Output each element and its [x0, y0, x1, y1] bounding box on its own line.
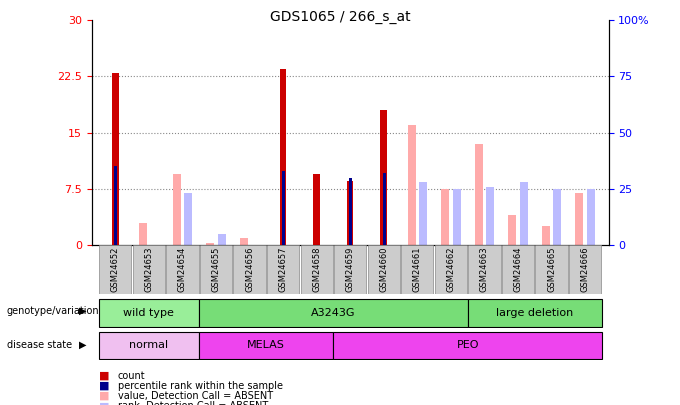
Bar: [267, 245, 299, 294]
Text: GSM24657: GSM24657: [279, 247, 288, 292]
Bar: [334, 245, 367, 294]
Text: GSM24661: GSM24661: [413, 247, 422, 292]
Bar: [569, 245, 601, 294]
Text: rank, Detection Call = ABSENT: rank, Detection Call = ABSENT: [118, 401, 268, 405]
Text: GSM24659: GSM24659: [345, 247, 355, 292]
Bar: [408, 125, 415, 245]
Bar: [313, 174, 320, 245]
Bar: [301, 245, 333, 294]
Text: ■: ■: [99, 371, 109, 381]
Bar: [99, 299, 199, 326]
Text: wild type: wild type: [123, 308, 174, 318]
Text: GSM24665: GSM24665: [547, 247, 556, 292]
Text: disease state: disease state: [7, 340, 72, 350]
Bar: [240, 237, 248, 245]
Text: count: count: [118, 371, 146, 381]
Bar: [575, 193, 583, 245]
Bar: [419, 182, 427, 245]
Bar: [435, 245, 467, 294]
Text: GSM24655: GSM24655: [211, 247, 220, 292]
Text: GSM24664: GSM24664: [513, 247, 522, 292]
Bar: [475, 144, 483, 245]
Text: PEO: PEO: [456, 340, 479, 350]
Bar: [347, 181, 354, 245]
Bar: [554, 189, 561, 245]
Text: GSM24656: GSM24656: [245, 247, 254, 292]
Text: MELAS: MELAS: [248, 340, 285, 350]
Text: A3243G: A3243G: [311, 308, 356, 318]
Bar: [535, 245, 568, 294]
Bar: [401, 245, 433, 294]
Bar: [368, 245, 400, 294]
Text: GSM24660: GSM24660: [379, 247, 388, 292]
Bar: [167, 245, 199, 294]
Bar: [452, 189, 460, 245]
Text: GSM24652: GSM24652: [111, 247, 120, 292]
Bar: [279, 69, 286, 245]
Bar: [486, 187, 494, 245]
Text: GSM24666: GSM24666: [581, 247, 590, 292]
Bar: [99, 245, 131, 294]
Bar: [381, 110, 387, 245]
Bar: [206, 243, 214, 245]
Text: normal: normal: [129, 340, 169, 350]
Text: genotype/variation: genotype/variation: [7, 306, 99, 316]
Bar: [542, 226, 550, 245]
Bar: [99, 332, 199, 359]
Text: GSM24654: GSM24654: [178, 247, 187, 292]
Bar: [114, 166, 118, 245]
Text: ■: ■: [99, 401, 109, 405]
Bar: [199, 332, 333, 359]
Bar: [218, 234, 226, 245]
Text: GSM24658: GSM24658: [312, 247, 321, 292]
Bar: [333, 332, 602, 359]
Bar: [112, 73, 118, 245]
Bar: [133, 245, 165, 294]
Text: ■: ■: [99, 391, 109, 401]
Bar: [383, 173, 386, 245]
Text: GSM24662: GSM24662: [446, 247, 456, 292]
Text: GSM24663: GSM24663: [480, 247, 489, 292]
Bar: [520, 182, 528, 245]
Text: value, Detection Call = ABSENT: value, Detection Call = ABSENT: [118, 391, 273, 401]
Bar: [139, 223, 147, 245]
Text: ■: ■: [99, 381, 109, 391]
Text: GDS1065 / 266_s_at: GDS1065 / 266_s_at: [270, 10, 410, 24]
Bar: [282, 171, 285, 245]
Bar: [349, 177, 352, 245]
Bar: [468, 299, 602, 326]
Text: GSM24653: GSM24653: [144, 247, 154, 292]
Text: large deletion: large deletion: [496, 308, 573, 318]
Bar: [184, 193, 192, 245]
Bar: [173, 174, 181, 245]
Bar: [587, 189, 595, 245]
Bar: [469, 245, 500, 294]
Bar: [199, 299, 468, 326]
Text: percentile rank within the sample: percentile rank within the sample: [118, 381, 283, 391]
Bar: [233, 245, 266, 294]
Bar: [441, 189, 449, 245]
Bar: [509, 215, 516, 245]
Text: ▶: ▶: [79, 306, 87, 316]
Bar: [502, 245, 534, 294]
Text: ▶: ▶: [79, 340, 87, 350]
Bar: [200, 245, 232, 294]
